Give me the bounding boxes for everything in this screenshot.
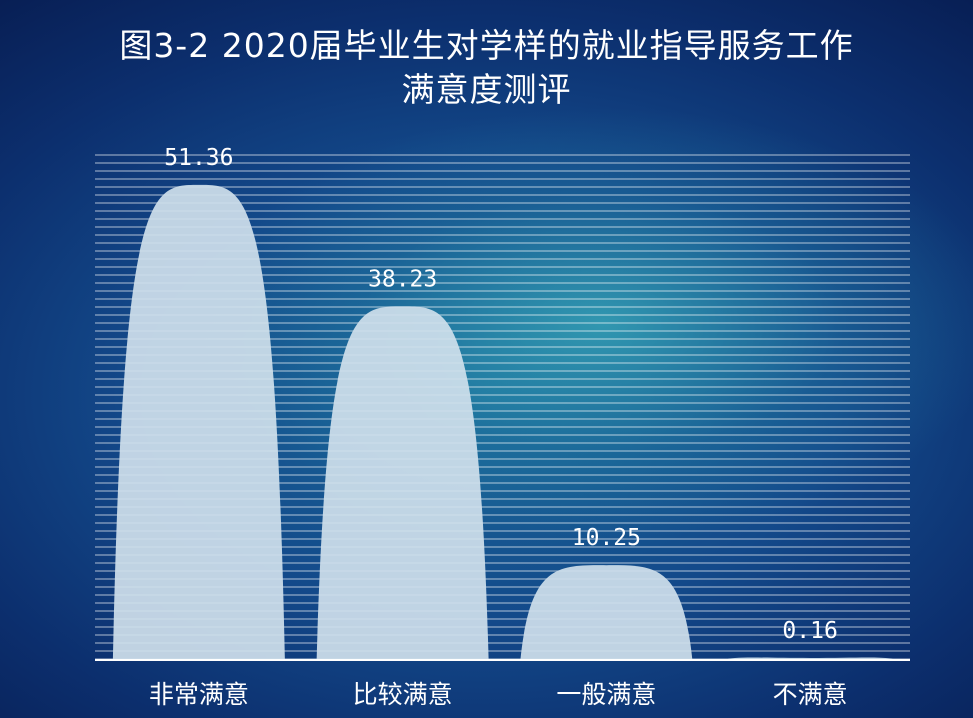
data-label: 38.23 <box>368 266 437 292</box>
data-label: 0.16 <box>782 618 837 644</box>
bar-3 <box>520 565 693 660</box>
chart-subtitle: 满意度测评 <box>401 70 572 109</box>
category-label: 非常满意 <box>149 680 249 709</box>
category-label: 一般满意 <box>556 680 656 709</box>
category-label: 比较满意 <box>353 680 453 709</box>
bar-1 <box>112 184 285 660</box>
data-label: 10.25 <box>572 525 641 551</box>
data-label: 51.36 <box>164 145 233 171</box>
chart-title: 图3-2 2020届毕业生对学样的就业指导服务工作 <box>119 26 854 65</box>
bar-2 <box>316 306 489 660</box>
category-label: 不满意 <box>773 680 848 709</box>
